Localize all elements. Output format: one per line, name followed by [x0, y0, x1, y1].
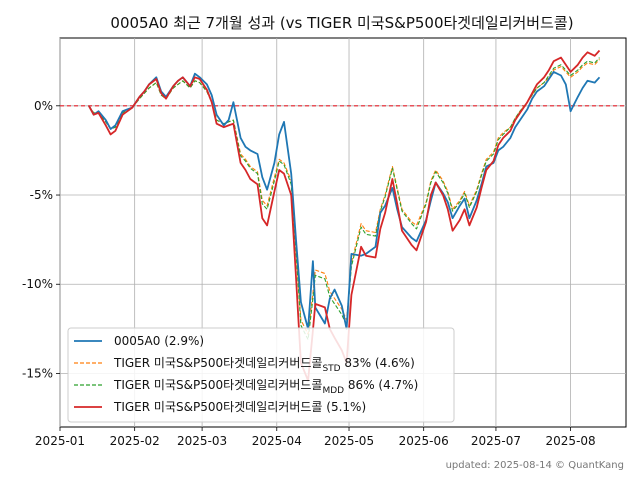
- legend-label-suffix: 83% (4.6%): [341, 356, 415, 370]
- legend-label: TIGER 미국S&P500타겟데일리커버드콜STD 83% (4.6%): [113, 356, 415, 374]
- y-tick-label: -5%: [30, 188, 53, 202]
- legend-label: 0005A0 (2.9%): [114, 334, 204, 348]
- x-tick-label: 2025-01: [35, 434, 85, 448]
- legend-label: TIGER 미국S&P500타겟데일리커버드콜MDD 86% (4.7%): [113, 378, 418, 396]
- x-tick-label: 2025-02: [110, 434, 160, 448]
- x-tick-label: 2025-05: [324, 434, 374, 448]
- legend-label-subscript: MDD: [322, 386, 344, 396]
- axis-ticks: 2025-01 2025-02 2025-03 2025-04 2025-05 2025-…: [22, 99, 596, 448]
- chart-title: 0005A0 최근 7개월 성과 (vs TIGER 미국S&P500타겟데일리…: [110, 14, 573, 32]
- legend-box: [67, 327, 455, 423]
- legend-label: TIGER 미국S&P500타겟데일리커버드콜 (5.1%): [113, 400, 366, 414]
- x-tick-label: 2025-04: [252, 434, 302, 448]
- y-tick-label: 0%: [34, 99, 53, 113]
- legend-label-main: TIGER 미국S&P500타겟데일리커버드콜 (5.1%): [113, 400, 366, 414]
- legend-label-suffix: 86% (4.7%): [344, 378, 418, 392]
- series-line-1: [88, 59, 600, 335]
- x-tick-label: 2025-08: [546, 434, 596, 448]
- footer-credit: updated: 2025-08-14 © QuantKang: [446, 460, 624, 471]
- x-tick-label: 2025-07: [471, 434, 521, 448]
- y-tick-label: -10%: [22, 277, 53, 291]
- legend-label-main: 0005A0 (2.9%): [114, 334, 204, 348]
- y-tick-label: -15%: [22, 366, 53, 380]
- legend-label-subscript: STD: [322, 364, 340, 374]
- x-tick-label: 2025-03: [177, 434, 227, 448]
- legend-label-main: TIGER 미국S&P500타겟데일리커버드콜: [113, 378, 322, 392]
- x-tick-label: 2025-06: [399, 434, 449, 448]
- legend-label-main: TIGER 미국S&P500타겟데일리커버드콜: [113, 356, 322, 370]
- legend: 0005A0 (2.9%) TIGER 미국S&P500타겟데일리커버드콜STD …: [67, 327, 455, 423]
